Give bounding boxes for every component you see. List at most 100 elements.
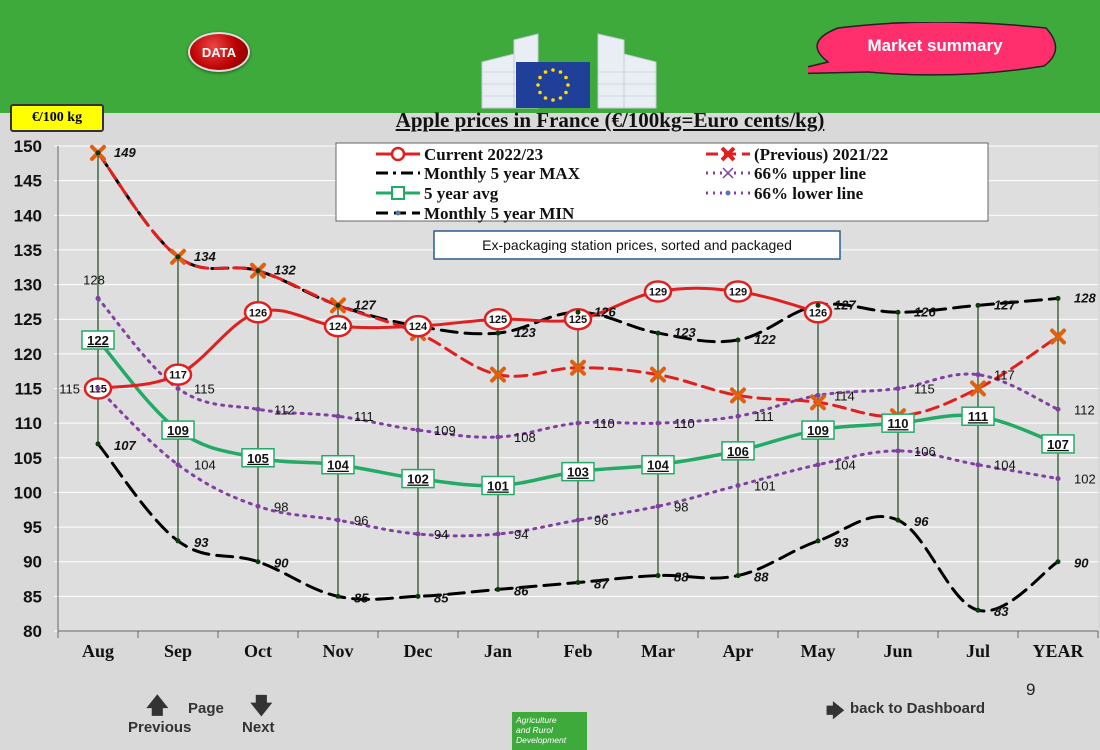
eu-star	[536, 83, 540, 87]
upper-data-label: 111	[754, 409, 774, 424]
current-data-label: 125	[489, 314, 507, 326]
upper-point	[655, 420, 661, 426]
y-tick-label: 150	[14, 137, 42, 156]
current-point	[803, 301, 833, 324]
lower-data-label: 98	[274, 499, 288, 514]
upper-point	[335, 413, 341, 419]
min-data-label: 96	[914, 514, 929, 529]
lower-data-label: 96	[354, 513, 368, 528]
upper-data-label: 128	[83, 272, 105, 287]
previous-point	[650, 366, 666, 383]
upper-point	[95, 295, 101, 301]
avg-point	[1041, 434, 1075, 454]
lower-point	[895, 448, 901, 454]
arrow-up-icon[interactable]: 🡅	[146, 693, 169, 718]
lower-data-label: 101	[754, 479, 776, 494]
x-tick-label: Sep	[164, 641, 192, 661]
max-point	[815, 302, 821, 308]
previous-page-link[interactable]: Previous	[128, 719, 192, 736]
legend-marker	[391, 186, 405, 200]
eu-star	[566, 83, 570, 87]
legend-marker	[722, 167, 734, 179]
avg-point	[321, 454, 355, 475]
max-point	[575, 309, 581, 315]
upper-data-label: 111	[354, 409, 374, 424]
lower-point	[575, 517, 581, 523]
lower-point	[1055, 476, 1061, 482]
x-tick-label: Apr	[723, 641, 754, 661]
avg-data-label: 104	[647, 458, 669, 473]
max-data-label: 122	[754, 332, 776, 347]
x-tick-label: May	[801, 641, 836, 661]
max-point	[895, 309, 901, 315]
arrow-right-icon[interactable]: 🡆	[826, 701, 845, 721]
annotation-box	[433, 230, 841, 260]
lower-point	[735, 483, 741, 488]
legend-entry: 66% lower line	[754, 184, 864, 203]
min-data-label: 88	[754, 570, 769, 585]
avg-data-label: 122	[87, 333, 109, 348]
min-data-label: 86	[514, 583, 529, 598]
y-tick-label: 100	[14, 483, 42, 502]
back-to-dashboard-link[interactable]: back to Dashboard	[850, 700, 986, 717]
current-point	[403, 314, 433, 338]
y-tick-label: 80	[23, 622, 42, 641]
avg-point	[721, 441, 755, 461]
lower-point	[655, 503, 661, 509]
min-point	[815, 538, 821, 544]
legend-marker	[725, 190, 731, 196]
upper-data-label: 110	[674, 416, 695, 431]
lower-point	[495, 531, 501, 537]
x-tick-label: Jun	[883, 641, 912, 661]
avg-point	[961, 406, 995, 426]
lower-data-label: 98	[674, 499, 688, 514]
upper-point	[735, 413, 741, 419]
avg-data-label: 101	[487, 479, 509, 494]
upper-point	[575, 420, 581, 426]
annotation-text: Ex-packaging station prices, sorted and …	[482, 237, 792, 253]
max-data-label: 149	[114, 145, 136, 160]
previous-point	[570, 359, 586, 376]
market-summary-link[interactable]: Market summary	[867, 36, 1003, 55]
lower-data-label: 106	[914, 444, 936, 459]
avg-data-label: 109	[807, 423, 829, 438]
y-tick-label: 135	[14, 241, 42, 260]
data-button[interactable]: DATA	[188, 32, 250, 72]
min-data-label: 107	[114, 438, 136, 453]
legend-entry: Monthly 5 year MIN	[424, 204, 575, 223]
upper-data-label: 110	[594, 416, 615, 431]
series-line-current	[96, 286, 820, 390]
next-page-link[interactable]: Next	[242, 719, 275, 736]
y-tick-label: 125	[14, 310, 42, 329]
max-data-label: 134	[194, 249, 216, 264]
y-tick-label: 95	[23, 518, 42, 537]
max-point	[1055, 295, 1061, 301]
x-tick-label: Feb	[564, 641, 593, 661]
current-data-label: 117	[169, 370, 187, 382]
y-tick-label: 85	[23, 587, 42, 606]
min-data-label: 90	[1074, 556, 1089, 571]
min-point	[95, 441, 101, 447]
avg-data-label: 104	[327, 458, 349, 473]
x-tick-label: Mar	[641, 641, 675, 661]
avg-point	[641, 454, 675, 475]
page-label: Page	[188, 700, 224, 717]
min-point	[255, 559, 261, 565]
lower-point	[335, 517, 341, 523]
lower-data-label: 102	[1074, 472, 1096, 487]
current-point	[163, 363, 193, 386]
max-data-label: 127	[994, 297, 1016, 312]
previous-point	[490, 366, 506, 383]
avg-data-label: 110	[888, 416, 909, 431]
max-point	[175, 254, 181, 260]
x-tick-label: Nov	[323, 641, 354, 661]
upper-data-label: 114	[834, 388, 855, 403]
lower-data-label: 104	[194, 458, 216, 473]
lower-point	[815, 462, 821, 468]
avg-data-label: 105	[247, 451, 269, 466]
legend-entry: 5 year avg	[424, 184, 499, 203]
market-summary-bubble[interactable]	[808, 22, 1060, 78]
eu-star	[551, 68, 555, 72]
arrow-down-icon[interactable]: 🡇	[250, 693, 273, 718]
y-tick-label: 140	[14, 206, 42, 225]
